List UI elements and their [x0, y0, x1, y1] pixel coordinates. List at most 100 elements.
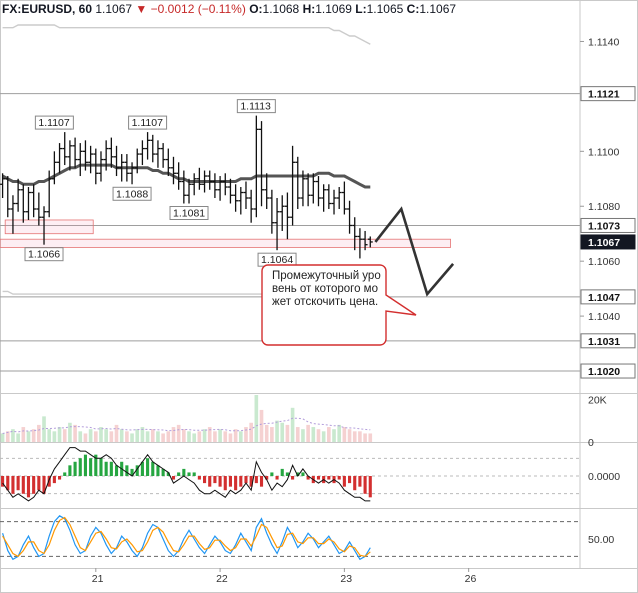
- macd-histogram-bar: [21, 476, 25, 494]
- volume-bar: [57, 427, 62, 442]
- volume-bar: [130, 433, 134, 442]
- volume-bar: [176, 424, 181, 442]
- ohlc-bar: [259, 121, 265, 207]
- ohlc-bar: [41, 206, 47, 245]
- macd-histogram-bar: [171, 476, 176, 480]
- macd-histogram-bar: [78, 458, 82, 476]
- ohlc-bar: [103, 140, 109, 171]
- macd-histogram-bar: [114, 465, 119, 476]
- macd-histogram-bar: [259, 476, 264, 487]
- volume-bar: [119, 429, 124, 442]
- volume-bar: [321, 431, 326, 442]
- projection-line: [374, 206, 455, 297]
- ohlc-bar: [98, 151, 104, 182]
- macd-histogram-bar: [213, 476, 217, 484]
- volume-bar: [223, 431, 228, 442]
- ohlc-bar: [248, 189, 254, 223]
- price-tick-label: 1.1040: [588, 311, 620, 323]
- ohlc-bar: [114, 145, 120, 177]
- macd-histogram-bar: [156, 465, 160, 476]
- band-upper-line: [2, 24, 371, 45]
- macd-histogram-bar: [16, 476, 20, 491]
- volume-bar: [342, 427, 347, 442]
- price-annotation-label: 1.1113: [240, 101, 271, 113]
- ohlc-bar: [269, 189, 275, 234]
- ohlc-bar: [31, 184, 37, 218]
- macd-histogram-bar: [342, 476, 346, 487]
- price-annotation-label: 1.1066: [28, 249, 60, 261]
- volume-bar: [104, 429, 108, 442]
- ohlc-bar: [165, 148, 171, 177]
- stoch-tick-label: 50.00: [588, 534, 614, 546]
- volume-bar: [99, 427, 103, 442]
- volume-bar: [332, 429, 336, 442]
- macd-histogram-bar: [254, 476, 258, 484]
- macd-histogram-bar: [249, 476, 253, 487]
- ohlc-bar: [326, 184, 332, 209]
- ohlc-bar: [77, 143, 83, 177]
- macd-histogram-bar: [161, 468, 165, 476]
- ohlc-bar: [5, 176, 11, 218]
- ohlc-bar: [290, 145, 296, 226]
- moving-average-line: [1, 163, 371, 189]
- volume-bar: [306, 424, 310, 442]
- macd-histogram-bar: [1, 476, 5, 487]
- macd-histogram-bar: [125, 465, 129, 476]
- volume-bar: [311, 427, 316, 442]
- ohlc-bar: [10, 195, 16, 234]
- macd-histogram-bar: [239, 476, 243, 487]
- ohlc-bar: [341, 181, 347, 215]
- ohlc-bar: [310, 173, 316, 204]
- macd-histogram-bar: [32, 476, 36, 494]
- time-tick-label: 26: [465, 573, 477, 585]
- volume-bar: [202, 429, 207, 442]
- volume-bar: [68, 422, 72, 442]
- macd-histogram-bar: [177, 472, 181, 476]
- price-annotation-box: [169, 206, 209, 220]
- macd-histogram-bar: [52, 476, 56, 484]
- volume-bar: [31, 429, 36, 442]
- macd-histogram-bar: [218, 476, 222, 487]
- macd-histogram-bar: [208, 476, 212, 487]
- price-change: −0.0012 (−0.11%): [150, 2, 246, 16]
- ohlc-bar: [233, 184, 239, 212]
- support-zone: [4, 219, 94, 235]
- ohlc-bar: [279, 195, 285, 231]
- macd-histogram-bar: [182, 468, 186, 476]
- time-tick-label: 23: [340, 573, 352, 585]
- volume-bar: [254, 395, 259, 442]
- volume-tick-label: 0: [588, 437, 594, 449]
- macd-histogram-bar: [265, 476, 269, 480]
- low-value: 1.1065: [366, 2, 404, 16]
- ohlc-bar: [186, 178, 192, 204]
- ohlc-bar: [295, 156, 301, 209]
- ohlc-bar: [362, 230, 368, 251]
- volume-bar: [21, 427, 26, 442]
- ohlc-bar: [176, 162, 182, 190]
- macd-histogram-bar: [368, 476, 372, 498]
- ohlc-bar: [196, 167, 202, 190]
- ohlc-bar: [72, 137, 78, 168]
- volume-bar: [125, 431, 129, 442]
- macd-histogram-bar: [301, 472, 305, 476]
- macd-histogram-bar: [68, 465, 72, 476]
- macd-histogram-bar: [83, 454, 87, 476]
- ohlc-bar: [124, 154, 130, 182]
- volume-bar: [135, 429, 140, 442]
- macd-histogram-bar: [296, 472, 300, 476]
- volume-bar: [218, 429, 222, 442]
- macd-histogram-bar: [275, 476, 279, 480]
- ohlc-bar: [155, 140, 161, 168]
- level-tag-label: 1.1047: [588, 292, 620, 304]
- macd-histogram-bar: [37, 476, 41, 491]
- price-annotation-label: 1.1107: [132, 117, 163, 129]
- volume-bar: [5, 431, 10, 442]
- volume-bar: [290, 407, 295, 442]
- volume-bar: [42, 416, 46, 442]
- level-tag-label: 1.1020: [588, 366, 620, 378]
- symbol-header: FX:EURUSD, 60 1.1067 ▼ −0.0012 (−0.11%) …: [2, 2, 456, 16]
- ohlc-bar: [108, 137, 114, 168]
- change-arrow-icon: ▼: [135, 2, 148, 16]
- macd-histogram-bar: [234, 476, 238, 491]
